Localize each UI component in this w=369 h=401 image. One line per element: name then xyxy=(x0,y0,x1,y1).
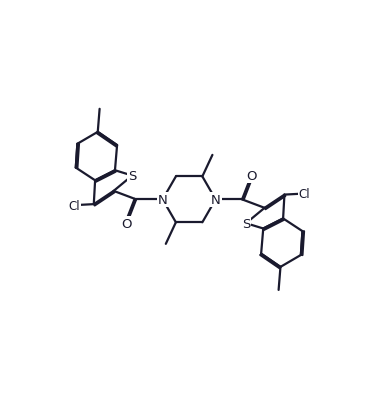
Text: O: O xyxy=(122,217,132,230)
Text: N: N xyxy=(211,193,220,207)
Text: N: N xyxy=(158,193,168,207)
Text: S: S xyxy=(128,170,137,182)
Text: Cl: Cl xyxy=(68,199,80,212)
Text: O: O xyxy=(246,170,256,182)
Text: Cl: Cl xyxy=(299,188,310,200)
Text: S: S xyxy=(242,217,250,230)
